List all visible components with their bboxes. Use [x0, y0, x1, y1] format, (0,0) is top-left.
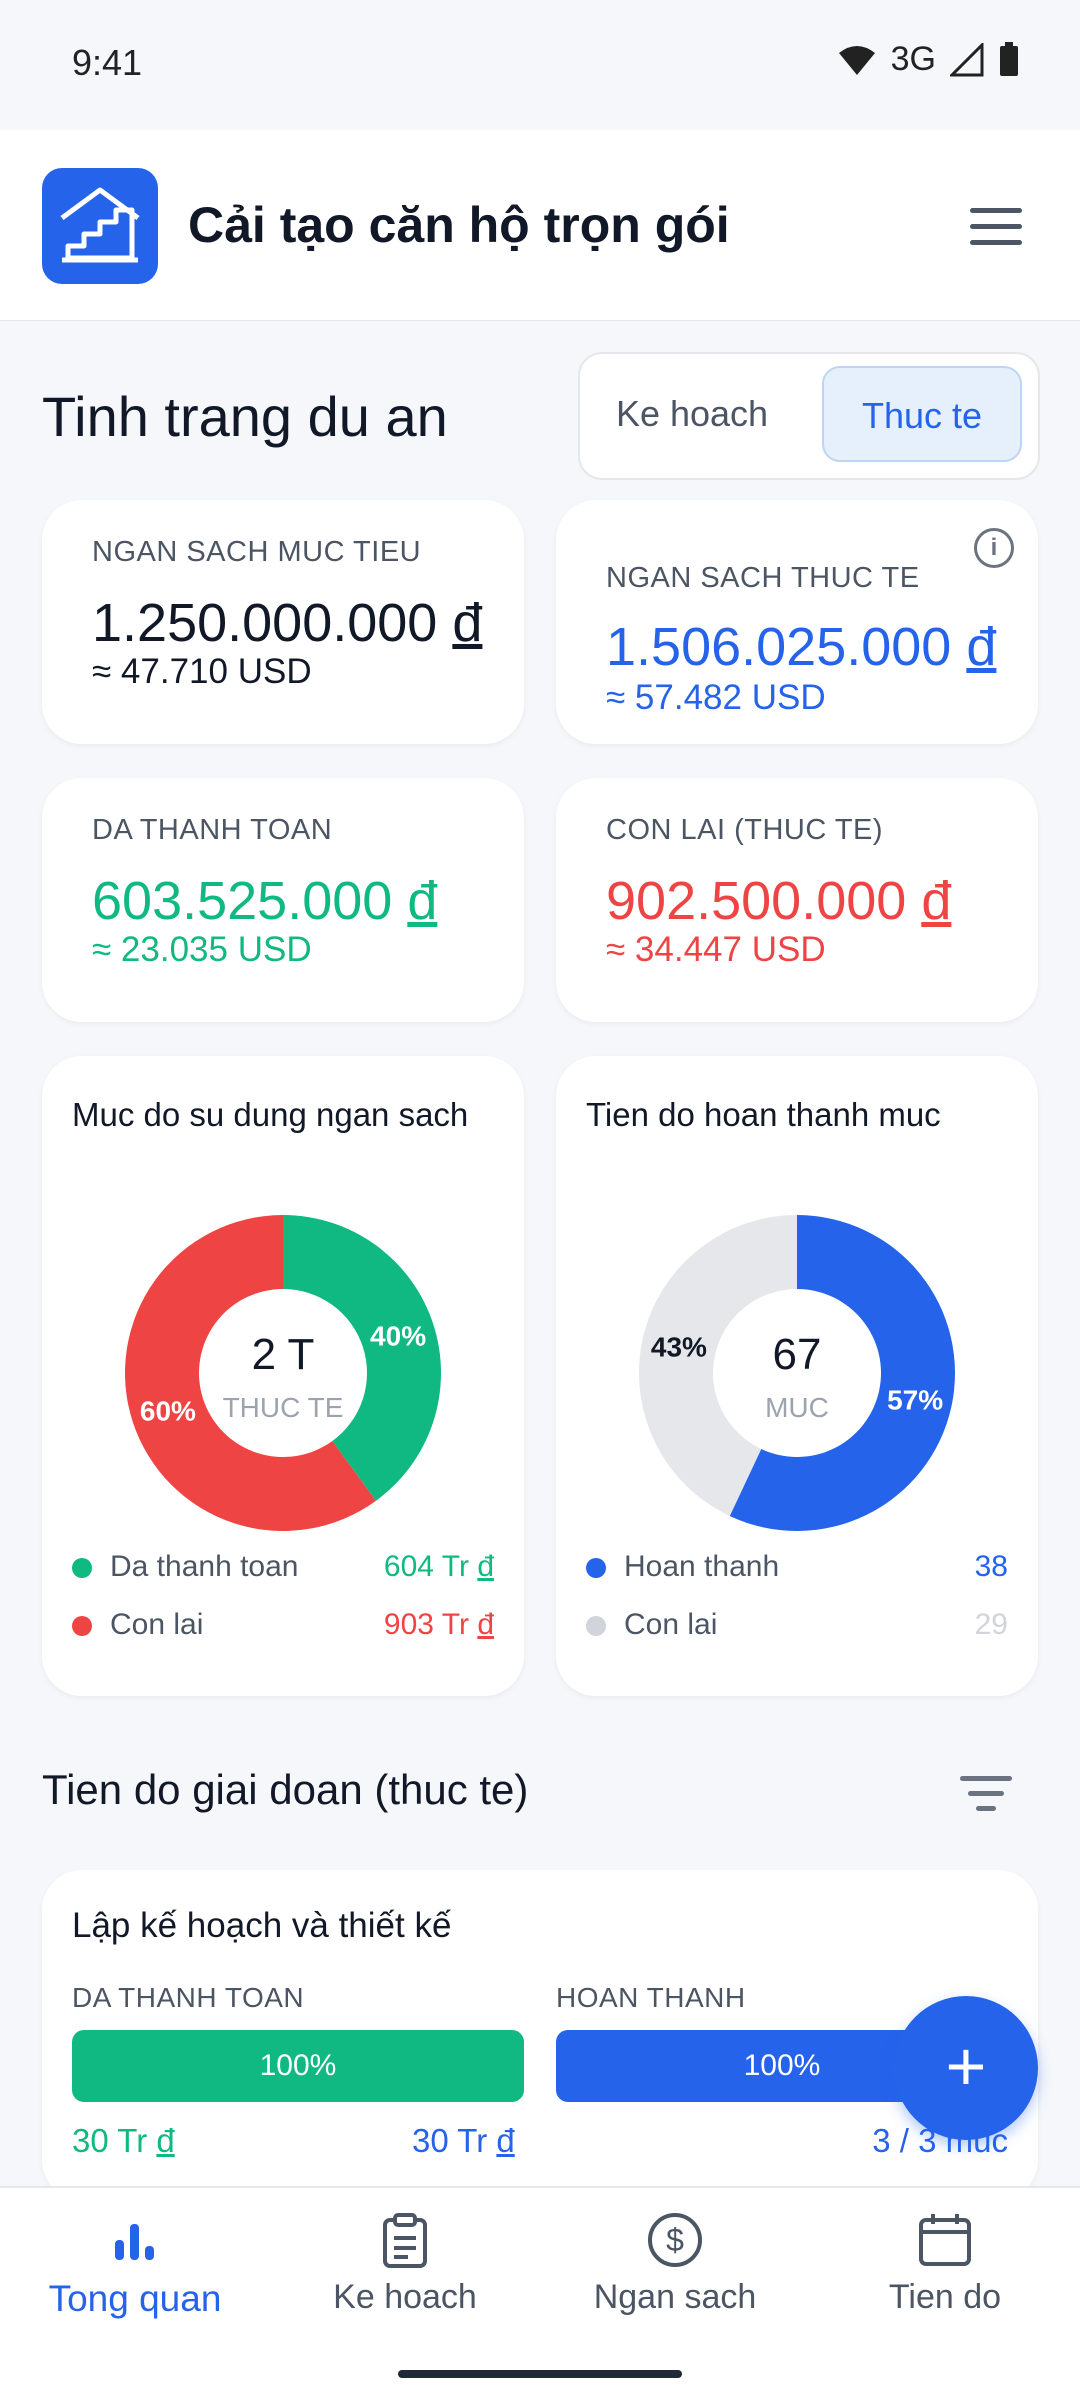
- phase-card[interactable]: Lập kế hoạch và thiết kế DA THANH TOAN H…: [42, 1870, 1038, 2200]
- paid-usd: ≈ 23.035 USD: [92, 930, 312, 969]
- budget-center-label: THUC TE: [223, 1392, 344, 1423]
- view-toggle: Ke hoach Thuc te: [578, 352, 1040, 480]
- budget-slice-label-0: 40%: [370, 1321, 426, 1352]
- legend-left-value: 29: [974, 1608, 1008, 1641]
- progress-chart-title: Tien do hoan thanh muc: [586, 1096, 941, 1133]
- budget-usage-card: Muc do su dung ngan sach 40% 60% 2 T THUC T…: [42, 1056, 524, 1696]
- paid-card: DA THANH TOAN 603.525.000 đ ≈ 23.035 USD: [42, 778, 524, 1022]
- legend-paid-label: Da thanh toan: [110, 1550, 299, 1583]
- dollar-circle-icon: $: [648, 2213, 702, 2267]
- phase-paid-amount: 30 Tr đ: [72, 2122, 175, 2159]
- legend-dot-paid: [72, 1558, 92, 1578]
- budget-slice-1: [124, 1215, 376, 1531]
- target-budget-value: 1.250.000.000 đ: [92, 593, 483, 653]
- legend-done-label: Hoan thanh: [624, 1550, 780, 1583]
- phase-name: Lập kế hoạch và thiết kế: [72, 1906, 452, 1945]
- budget-donut-chart: 40% 60% 2 T THUC TE: [124, 1215, 441, 1531]
- remaining-card: CON LAI (THUC TE) 902.500.000 đ ≈ 34.447…: [556, 778, 1038, 1022]
- legend-dot-remaining: [72, 1616, 92, 1636]
- status-time: 9:41: [72, 42, 143, 83]
- wifi-icon: [838, 45, 875, 75]
- status-icons: 3G: [837, 40, 1020, 79]
- target-budget-label: NGAN SACH MUC TIEU: [92, 536, 422, 568]
- nav-progress-label: Tien do: [888, 2278, 1002, 2316]
- legend-remaining: Con lai 903 Tr đ: [72, 1606, 494, 1646]
- bar-chart-icon: [115, 2224, 154, 2260]
- actual-budget-label: NGAN SACH THUC TE: [606, 562, 920, 594]
- item-progress-card: Tien do hoan thanh muc 57% 43% 67 MUC Hoan …: [556, 1056, 1038, 1696]
- progress-donut-chart: 57% 43% 67 MUC: [639, 1215, 955, 1531]
- legend-done-value: 38: [974, 1550, 1008, 1583]
- bottom-nav: Tong quan Ke hoach $ Ngan sach Tien do: [0, 2186, 1080, 2402]
- target-budget-usd: ≈ 47.710 USD: [92, 652, 312, 691]
- battery-icon: [1000, 41, 1018, 76]
- status-bar: 9:41 3G: [0, 0, 1080, 130]
- progress-center-value: 67: [773, 1330, 822, 1379]
- progress-center-label: MUC: [765, 1392, 829, 1423]
- legend-done: Hoan thanh 38: [586, 1548, 1008, 1588]
- actual-budget-usd: ≈ 57.482 USD: [606, 678, 826, 717]
- paid-value: 603.525.000 đ: [92, 871, 438, 931]
- phase-paid-label: DA THANH TOAN: [72, 1982, 305, 2013]
- progress-slice-1: [639, 1215, 797, 1516]
- signal-icon: [950, 42, 984, 76]
- clipboard-icon: [383, 2213, 427, 2268]
- budget-chart-title: Muc do su dung ngan sach: [72, 1096, 469, 1133]
- phase-section-title: Tien do giai doan (thuc te): [42, 1766, 529, 1813]
- nav-budget[interactable]: $ Ngan sach: [540, 2188, 810, 2348]
- nav-overview[interactable]: Tong quan: [0, 2188, 270, 2348]
- legend-left-label: Con lai: [624, 1608, 718, 1641]
- progress-slice-label-1: 43%: [651, 1332, 707, 1363]
- nav-overview-label: Tong quan: [48, 2278, 222, 2319]
- app-bar: [0, 130, 1080, 321]
- legend-paid: Da thanh toan 604 Tr đ: [72, 1548, 494, 1588]
- toggle-actual[interactable]: Thuc te: [822, 366, 1022, 462]
- home-indicator: [398, 2370, 682, 2378]
- calendar-icon: [919, 2214, 971, 2266]
- legend-paid-value: 604 Tr đ: [383, 1550, 494, 1583]
- network-type: 3G: [890, 40, 936, 78]
- progress-slice-0: [729, 1215, 955, 1531]
- nav-plan-label: Ke hoach: [333, 2278, 477, 2316]
- nav-progress[interactable]: Tien do: [810, 2188, 1080, 2348]
- house-stairs-icon: [60, 187, 140, 263]
- nav-plan[interactable]: Ke hoach: [270, 2188, 540, 2348]
- phase-paid-total: 30 Tr đ: [412, 2122, 515, 2159]
- nav-budget-label: Ngan sach: [593, 2278, 757, 2316]
- budget-slice-label-1: 60%: [140, 1395, 196, 1426]
- add-button[interactable]: +: [894, 1996, 1038, 2140]
- progress-slice-label-0: 57%: [887, 1384, 943, 1415]
- target-budget-card: NGAN SACH MUC TIEU 1.250.000.000 đ ≈ 47.…: [42, 500, 524, 744]
- app-title: Cải tạo căn hộ trọn gói: [188, 197, 730, 253]
- toggle-plan[interactable]: Ke hoach: [615, 393, 769, 434]
- remaining-label: CON LAI (THUC TE): [606, 814, 884, 846]
- legend-remaining-value: 903 Tr đ: [383, 1608, 494, 1641]
- remaining-usd: ≈ 34.447 USD: [606, 930, 826, 969]
- page-title: Tinh trang du an: [42, 385, 448, 448]
- app-logo: [42, 168, 158, 284]
- legend-remaining-label: Con lai: [110, 1608, 204, 1641]
- paid-label: DA THANH TOAN: [92, 814, 333, 846]
- svg-text:$: $: [666, 2222, 684, 2258]
- budget-center-value: 2 T: [252, 1330, 315, 1379]
- info-icon[interactable]: i: [974, 528, 1014, 568]
- phase-paid-bar: 100%: [72, 2030, 524, 2102]
- filter-icon[interactable]: [960, 1776, 1012, 1816]
- legend-left: Con lai 29: [586, 1606, 1008, 1646]
- legend-dot-done: [586, 1558, 606, 1578]
- remaining-value: 902.500.000 đ: [606, 871, 952, 931]
- menu-icon[interactable]: [970, 208, 1022, 248]
- actual-budget-card: NGAN SACH THUC TE 1.506.025.000 đ ≈ 57.4…: [556, 500, 1038, 744]
- phase-done-label: HOAN THANH: [556, 1982, 746, 2013]
- budget-slice-0: [283, 1215, 441, 1501]
- actual-budget-value: 1.506.025.000 đ: [606, 617, 997, 677]
- legend-dot-left: [586, 1616, 606, 1636]
